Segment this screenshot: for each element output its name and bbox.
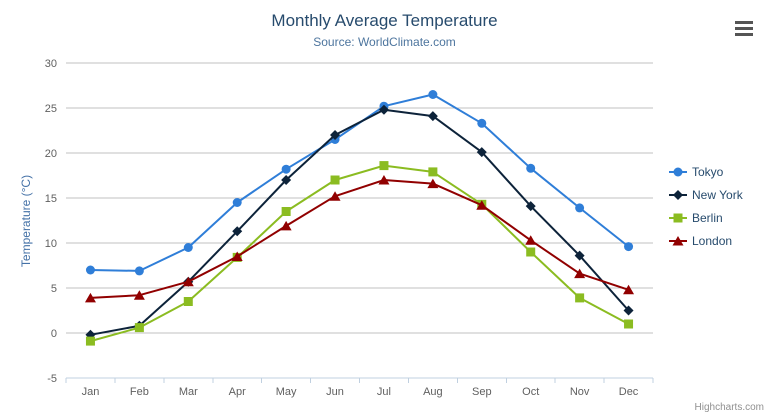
x-axis-tick-label: Oct (522, 386, 539, 398)
hamburger-icon (735, 33, 753, 36)
x-axis-tick-label: Aug (423, 386, 443, 398)
data-point-circle[interactable] (85, 265, 95, 275)
data-point-square[interactable] (281, 207, 291, 216)
data-point-square[interactable] (526, 247, 536, 257)
x-axis-tick-label: Apr (229, 386, 246, 398)
x-axis-tick-label: Nov (570, 386, 590, 398)
legend-label: Berlin (692, 210, 723, 225)
data-point-circle[interactable] (281, 164, 291, 174)
chart-subtitle: Source: WorldClimate.com (313, 35, 456, 49)
credits-link[interactable]: Highcharts.com (694, 402, 764, 413)
legend-item-london[interactable]: London (669, 229, 743, 252)
y-axis-tick-label: 20 (45, 148, 57, 160)
data-point-square (673, 213, 683, 222)
data-point-circle (673, 167, 683, 176)
data-point-triangle[interactable] (525, 235, 537, 245)
legend: Tokyo New York Berlin London (669, 160, 743, 252)
data-point-square[interactable] (379, 161, 389, 171)
data-point-diamond[interactable] (623, 305, 634, 316)
data-point-diamond[interactable] (281, 175, 292, 185)
data-point-circle[interactable] (134, 266, 144, 276)
circle-icon (669, 167, 687, 176)
data-point-circle[interactable] (428, 90, 438, 99)
data-point-square[interactable] (330, 175, 340, 185)
y-axis-tick-label: -5 (47, 373, 57, 385)
data-point-diamond (673, 189, 683, 200)
triangle-icon (669, 235, 687, 245)
data-point-square[interactable] (624, 319, 634, 329)
data-point-triangle[interactable] (182, 276, 194, 287)
data-point-triangle[interactable] (231, 251, 243, 262)
legend-label: New York (692, 187, 743, 202)
y-axis-tick-label: 15 (45, 193, 57, 205)
chart-title: Monthly Average Temperature (271, 11, 498, 30)
square-icon (669, 213, 687, 222)
data-point-triangle[interactable] (378, 175, 390, 185)
series-tokyo[interactable] (85, 90, 634, 276)
series-line[interactable] (90, 179, 629, 299)
data-point-square[interactable] (183, 297, 193, 306)
data-point-triangle[interactable] (623, 284, 635, 295)
x-axis-tick-label: May (276, 386, 297, 398)
data-point-diamond[interactable] (525, 201, 536, 212)
data-point-triangle[interactable] (476, 200, 488, 210)
x-axis-tick-label: Dec (619, 386, 639, 398)
data-point-diamond[interactable] (427, 111, 438, 122)
y-axis-tick-label: 5 (51, 283, 57, 295)
data-point-triangle[interactable] (427, 178, 439, 189)
data-point-diamond[interactable] (574, 250, 585, 261)
export-menu-button[interactable] (735, 21, 753, 36)
hamburger-icon (735, 21, 753, 24)
legend-label: Tokyo (692, 164, 724, 179)
y-axis-tick-label: 30 (45, 58, 57, 70)
data-point-circle[interactable] (624, 242, 634, 252)
data-point-triangle[interactable] (574, 268, 586, 279)
hamburger-icon (735, 27, 753, 30)
data-point-triangle[interactable] (329, 191, 341, 201)
data-point-diamond[interactable] (378, 104, 389, 115)
series-line[interactable] (90, 164, 630, 343)
x-axis-tick-label: Jan (82, 386, 100, 398)
data-point-diamond[interactable] (232, 226, 243, 237)
series-london[interactable] (84, 175, 635, 303)
legend-item-tokyo[interactable]: Tokyo (669, 160, 743, 183)
y-axis-tick-label: 25 (45, 103, 57, 115)
data-point-square[interactable] (134, 323, 144, 333)
data-point-diamond[interactable] (476, 147, 487, 158)
data-point-circle[interactable] (526, 163, 536, 173)
data-point-triangle[interactable] (280, 220, 292, 231)
data-point-circle[interactable] (477, 118, 487, 128)
data-point-triangle[interactable] (84, 292, 96, 303)
data-point-circle[interactable] (575, 203, 585, 213)
data-point-square[interactable] (85, 336, 95, 346)
data-point-diamond[interactable] (330, 130, 341, 140)
x-axis-tick-label: Jul (377, 386, 391, 398)
legend-item-berlin[interactable]: Berlin (669, 206, 743, 229)
data-point-circle[interactable] (232, 198, 242, 207)
y-axis-tick-label: 10 (45, 238, 57, 250)
series-line[interactable] (90, 108, 630, 336)
x-axis-tick-label: Feb (130, 386, 149, 398)
y-axis-title: Temperature (°C) (19, 174, 33, 268)
data-point-circle[interactable] (183, 243, 193, 252)
x-axis-tick-label: Mar (179, 386, 198, 398)
data-point-square[interactable] (428, 167, 438, 177)
series-new-york[interactable] (85, 104, 634, 340)
legend-label: London (692, 233, 733, 248)
x-axis-tick-label: Sep (472, 386, 492, 398)
legend-item-new-york[interactable]: New York (669, 183, 743, 206)
diamond-icon (669, 189, 687, 200)
y-axis-tick-label: 0 (51, 328, 57, 340)
x-axis-tick-label: Jun (326, 386, 344, 398)
series-line[interactable] (90, 93, 630, 272)
data-point-triangle[interactable] (133, 290, 145, 300)
data-point-triangle (672, 235, 684, 245)
data-point-square[interactable] (575, 293, 585, 303)
